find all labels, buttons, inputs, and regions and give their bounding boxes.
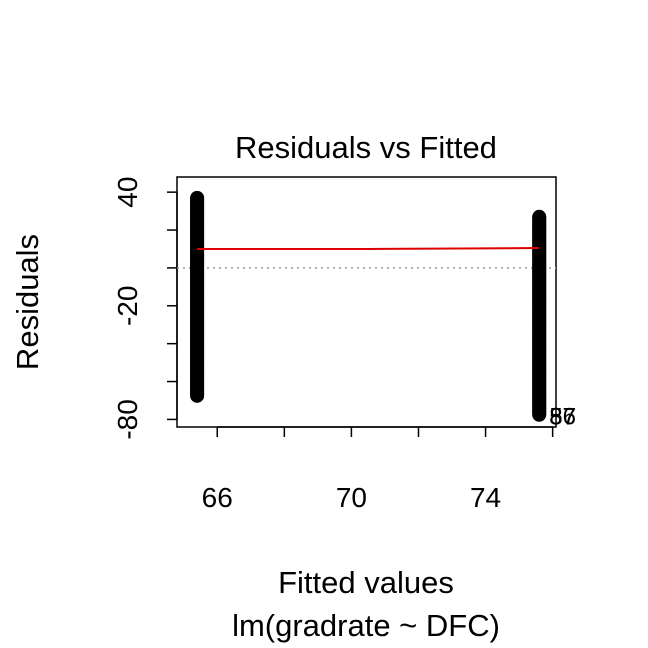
x-axis-sub-label: lm(gradrate ~ DFC) [232, 608, 500, 643]
x-tick-label: 66 [202, 482, 233, 513]
y-tick-label: -20 [112, 286, 143, 326]
x-axis: 66 70 74 [202, 426, 554, 513]
residual-point [532, 407, 547, 422]
y-tick-label: -80 [112, 399, 143, 439]
y-tick-label: 40 [112, 177, 143, 208]
outlier-label: 37 [549, 404, 576, 431]
x-axis-label: Fitted values [278, 565, 454, 600]
outlier-label: 56 [549, 404, 576, 431]
smooth-trend-line [197, 247, 540, 250]
data-points [190, 190, 547, 422]
y-axis: -80 -20 40 [112, 177, 178, 440]
outlier-label: 87 [549, 404, 576, 431]
x-tick-label: 74 [470, 482, 501, 513]
plot-frame [176, 176, 557, 428]
residual-point [190, 388, 205, 403]
y-axis-label: Residuals [10, 234, 45, 370]
x-tick-label: 70 [336, 482, 367, 513]
chart-title: Residuals vs Fitted [235, 130, 497, 165]
